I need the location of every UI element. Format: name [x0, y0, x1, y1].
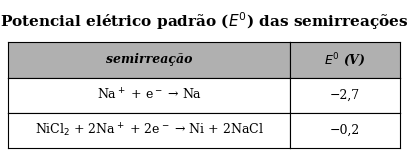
Text: Na$^+$ + e$^-$ → Na: Na$^+$ + e$^-$ → Na [97, 87, 202, 103]
Text: −0,2: −0,2 [330, 124, 360, 137]
Text: semirreação: semirreação [106, 53, 193, 66]
Text: $\boldsymbol{E^0}$ (V): $\boldsymbol{E^0}$ (V) [324, 51, 366, 69]
Text: NiCl$_2$ + 2Na$^+$ + 2e$^-$ → Ni + 2NaCl: NiCl$_2$ + 2Na$^+$ + 2e$^-$ → Ni + 2NaCl [35, 122, 264, 139]
Text: Potencial elétrico padrão ($\boldsymbol{E^0}$) das semirreações: Potencial elétrico padrão ($\boldsymbol{… [0, 11, 408, 32]
Text: −2,7: −2,7 [330, 89, 360, 102]
